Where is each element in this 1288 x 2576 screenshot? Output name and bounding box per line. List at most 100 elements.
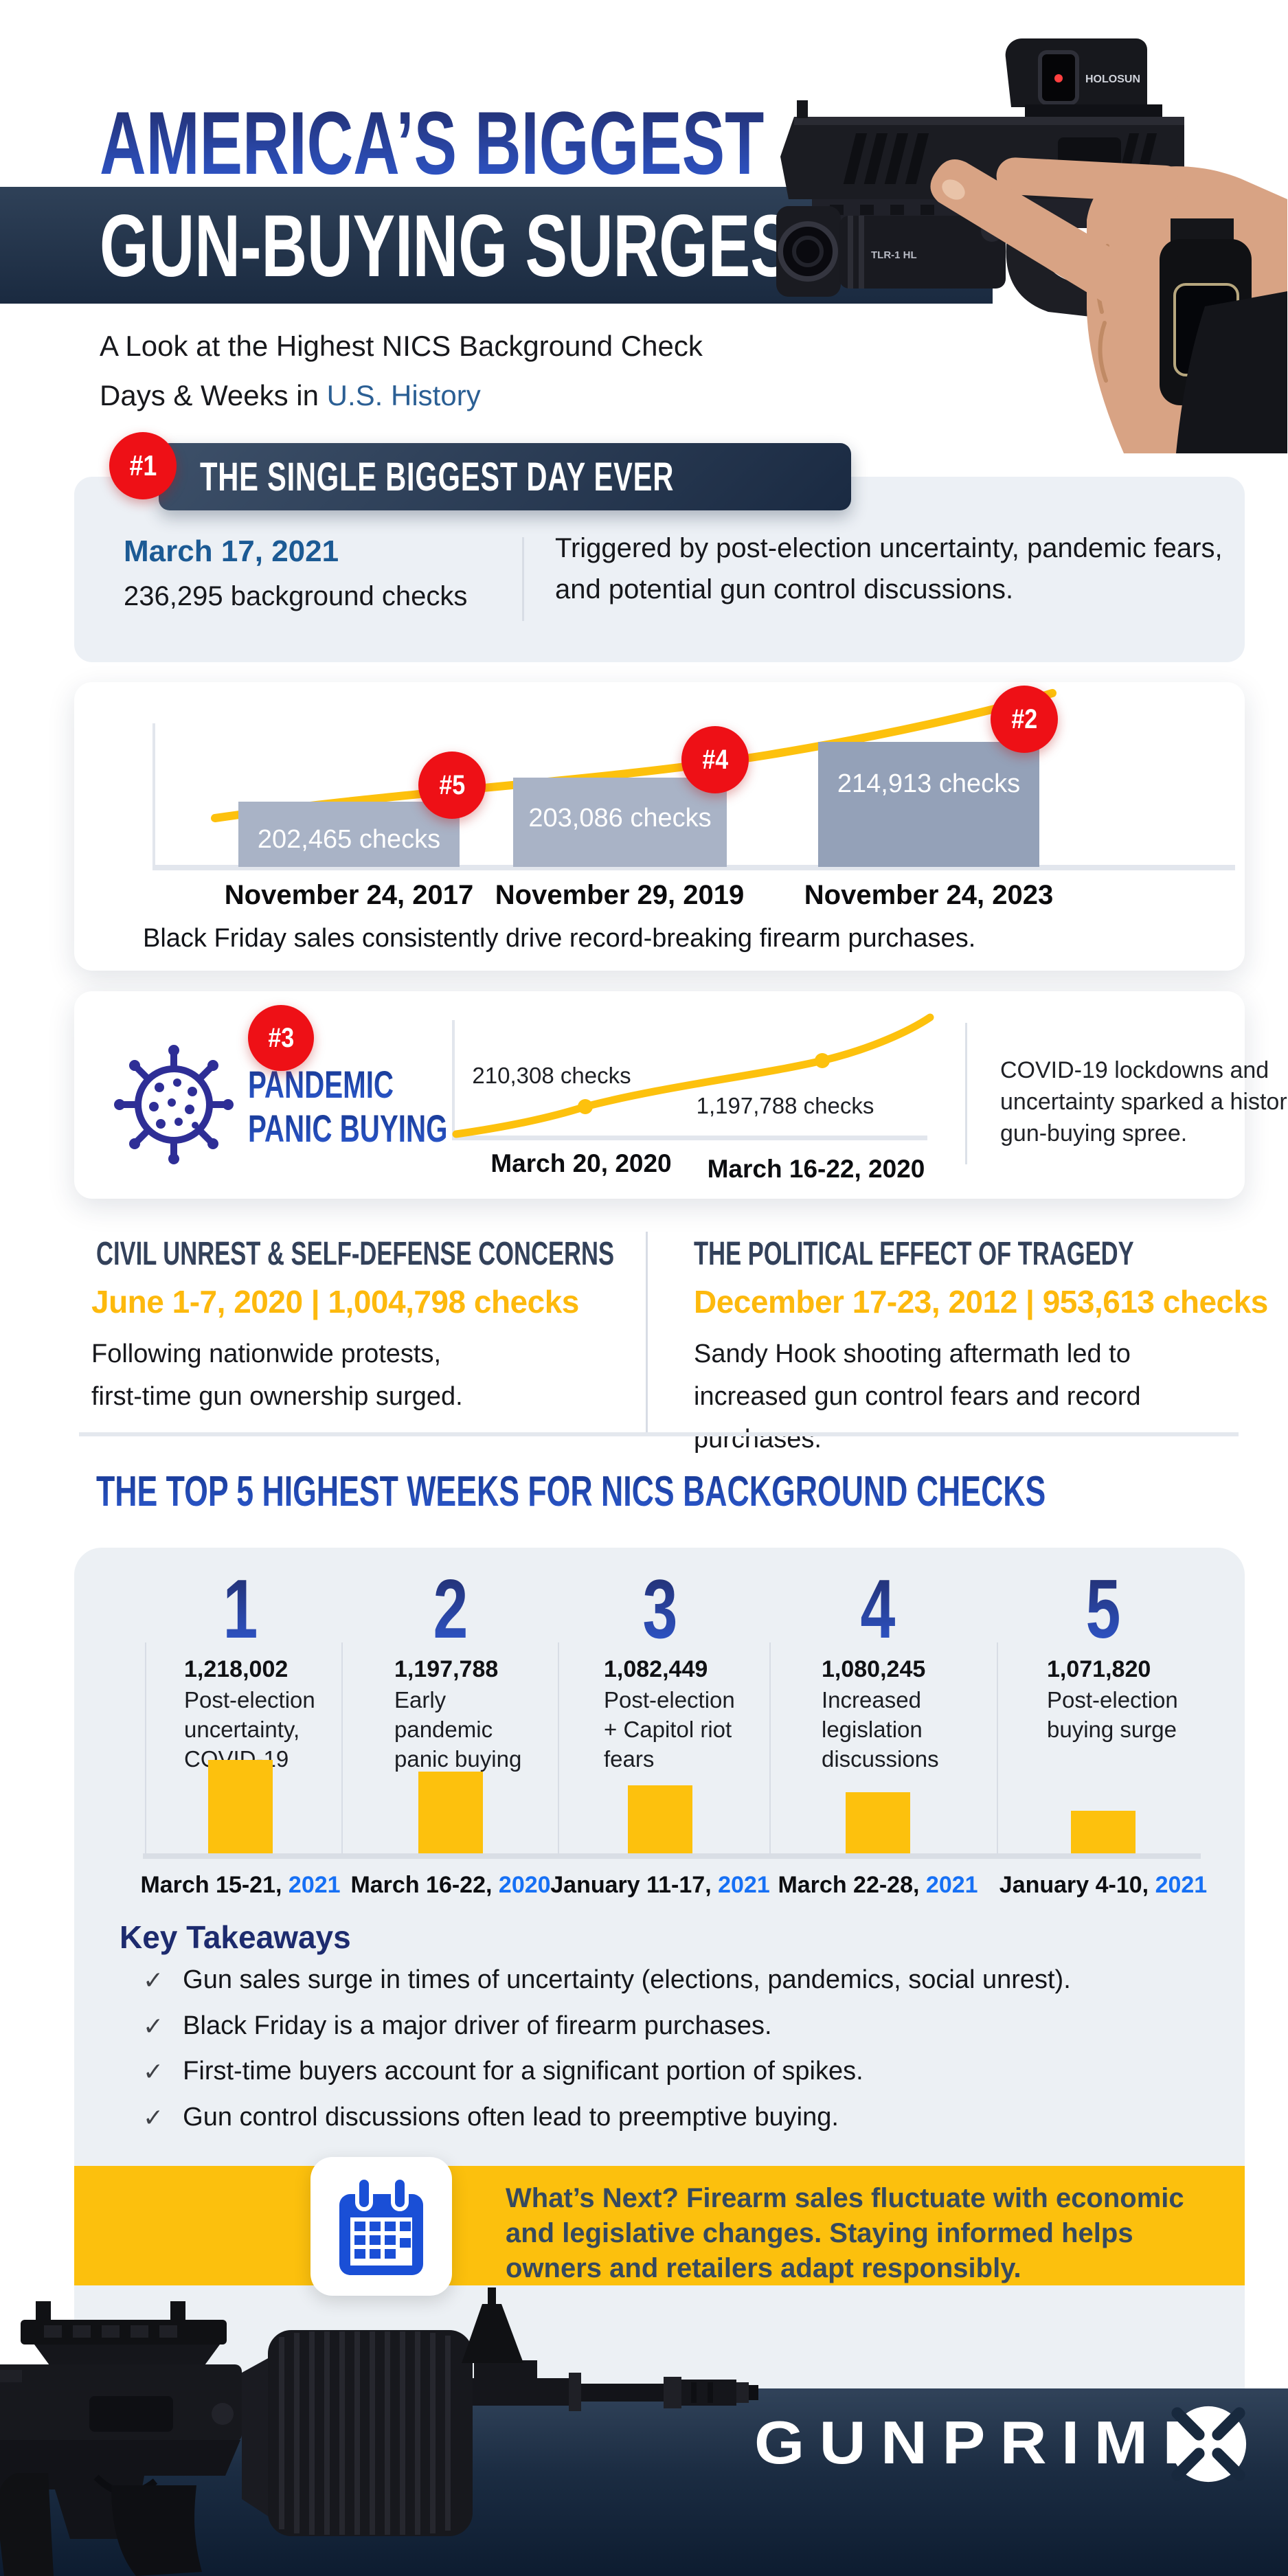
- takeaway-text: Gun sales surge in times of uncertainty …: [183, 1965, 1071, 1994]
- top5-description: Early pandemic panic buying: [394, 1687, 522, 1772]
- top5-card: Key Takeaways ✓ Gun sales surge in times …: [74, 1548, 1245, 2388]
- top5-rank-number: 1: [223, 1562, 258, 1656]
- sight-brand-label: HOLOSUN: [1085, 74, 1140, 85]
- pandemic-chart: [452, 1013, 934, 1140]
- whats-next-text: What’s Next? Firearm sales fluctuate wit…: [506, 2183, 1184, 2283]
- takeaways-heading: Key Takeaways: [120, 1919, 351, 1955]
- virus-icon: [114, 1045, 234, 1164]
- takeaway-text: Black Friday is a major driver of firear…: [183, 2011, 772, 2040]
- intro-line2-highlight: U.S. History: [326, 379, 481, 411]
- top5-description: Post-election + Capitol riot fears: [604, 1687, 735, 1772]
- black-friday-caption: Black Friday sales consistently drive re…: [143, 924, 976, 953]
- top5-baseline: [143, 1853, 1201, 1859]
- top5-bar: [418, 1772, 483, 1853]
- black-friday-bar: 202,465 checks: [238, 802, 460, 867]
- brand-logo-icon: [1170, 2406, 1247, 2483]
- front-sight-post-icon: [462, 2304, 523, 2363]
- top5-bar: [1071, 1811, 1136, 1853]
- tragedy-title-wrap: THE POLITICAL EFFECT OF TRAGEDY: [694, 1235, 1288, 1273]
- pandemic-description: COVID-19 lockdowns and uncertainty spark…: [1000, 1057, 1288, 1146]
- takeaway-text: First-time buyers account for a signific…: [183, 2057, 863, 2086]
- top5-column-divider: [558, 1642, 559, 1855]
- top5-description: Post-election buying surge: [1047, 1687, 1178, 1742]
- checkmark-icon: ✓: [143, 1966, 164, 1994]
- top5-heading: THE TOP 5 HIGHEST WEEKS FOR NICS BACKGRO…: [96, 1468, 1046, 1515]
- calendar-icon: [339, 2176, 423, 2275]
- bar-date-label: November 29, 2019: [495, 880, 745, 910]
- footer: GUNPRIME: [0, 2388, 1288, 2576]
- top5-date-year: 2020: [498, 1872, 551, 1898]
- thumb: [996, 157, 1184, 203]
- pandemic-divider: [965, 1023, 967, 1164]
- sleeve: [1176, 291, 1287, 453]
- pistol-photo: HOLOSUN TLR-1 HL: [776, 38, 1287, 453]
- black-friday-bar: 214,913 checks: [818, 742, 1039, 867]
- rifle-magazine: [111, 2485, 202, 2576]
- bar-value-label: 214,913 checks: [837, 769, 1021, 798]
- pandemic-line: [452, 1013, 934, 1138]
- takeaway-item: ✓ Black Friday is a major driver of firea…: [143, 2011, 1173, 2042]
- rank-badge: #2: [991, 686, 1058, 753]
- pandemic-card: #3 PANDEMIC PANIC BUYING: [74, 991, 1288, 1199]
- top5-date-label: January 4-10, 2021: [986, 1872, 1220, 1899]
- top5-date-label: March 16-22, 2020: [334, 1872, 567, 1899]
- single-day-banner: THE SINGLE BIGGEST DAY EVER: [159, 443, 851, 510]
- intro-line2: Days & Weeks in U.S. History: [100, 371, 703, 420]
- top5-date-year: 2021: [925, 1872, 978, 1898]
- calendar-tile: [310, 2157, 452, 2296]
- top5-value: 1,218,002: [184, 1656, 289, 1682]
- intro-line1: A Look at the Highest NICS Background Ch…: [100, 330, 703, 362]
- top5-column-divider: [997, 1642, 998, 1855]
- bar-date-label: November 24, 2017: [224, 880, 474, 910]
- intro-line2-prefix: Days & Weeks in: [100, 379, 327, 411]
- civil-unrest-title: CIVIL UNREST & SELF-DEFENSE CONCERNS: [96, 1236, 614, 1272]
- data-point-1: [578, 1099, 593, 1114]
- top5-heading-wrap: THE TOP 5 HIGHEST WEEKS FOR NICS BACKGRO…: [96, 1467, 1288, 1516]
- top5-column-divider: [341, 1642, 343, 1855]
- top5-value: 1,071,820: [1047, 1656, 1151, 1682]
- title-line2: GUN-BUYING SURGES: [100, 197, 793, 295]
- takeaway-item: ✓ First-time buyers account for a signifi…: [143, 2057, 1173, 2087]
- section-divider: [79, 1432, 1239, 1436]
- top5-rank-number: 2: [433, 1562, 468, 1656]
- data-point-2: [815, 1053, 830, 1068]
- single-day-checks: 236,295 background checks: [124, 581, 468, 611]
- page-title: AMERICA’S BIGGEST: [100, 98, 1022, 188]
- top5-rank-number: 5: [1085, 1562, 1121, 1656]
- civil-unrest-title-wrap: CIVIL UNREST & SELF-DEFENSE CONCERNS: [96, 1235, 815, 1273]
- top5-date-label: January 11-17, 2021: [543, 1872, 777, 1899]
- top5-date: January 11-17,: [550, 1872, 719, 1898]
- checkmark-icon: ✓: [143, 2103, 164, 2132]
- whats-next-banner: [74, 2166, 1245, 2285]
- takeaway-item: ✓ Gun sales surge in times of uncertainty…: [143, 1965, 1173, 1996]
- bar-value-label: 203,086 checks: [528, 804, 712, 833]
- checkmark-icon: ✓: [143, 2012, 164, 2040]
- rank-badge: #4: [681, 726, 749, 793]
- tragedy-stat: December 17-23, 2012 | 953,613 checks: [694, 1284, 1268, 1320]
- rank-badge-3: #3: [248, 1005, 314, 1071]
- takeaway-item: ✓ Gun control discussions often lead to p…: [143, 2103, 1173, 2133]
- top5-date-label: March 22-28, 2021: [761, 1872, 995, 1899]
- top5-value: 1,080,245: [822, 1656, 926, 1682]
- rank-badge-3-label: #3: [268, 1022, 294, 1053]
- columns-divider: [646, 1232, 648, 1435]
- pandemic-point1-label: 210,308 checks: [472, 1063, 631, 1088]
- pandemic-point2-label: 1,197,788 checks: [696, 1093, 874, 1118]
- single-day-divider: [522, 537, 524, 621]
- top5-date: March 22-28,: [778, 1872, 926, 1898]
- front-sight-icon: [797, 100, 808, 118]
- top5-date-label: March 15-21, 2021: [124, 1872, 357, 1899]
- pandemic-point1-date: March 20, 2020: [490, 1149, 672, 1177]
- rifle-barrel: [473, 2378, 569, 2406]
- bar-value-label: 202,465 checks: [257, 825, 441, 854]
- title-line1: AMERICA’S BIGGEST: [100, 93, 765, 193]
- pandemic-title-line2: PANIC BUYING: [248, 1107, 448, 1150]
- takeaway-text: Gun control discussions often lead to pr…: [183, 2103, 839, 2132]
- top5-column-divider: [769, 1642, 771, 1855]
- top5-date: March 15-21,: [140, 1872, 289, 1898]
- rank-badge-1-label: #1: [129, 449, 157, 482]
- top5-bar: [628, 1785, 692, 1853]
- top5-bar: [208, 1760, 273, 1853]
- index-finger: [930, 159, 1155, 313]
